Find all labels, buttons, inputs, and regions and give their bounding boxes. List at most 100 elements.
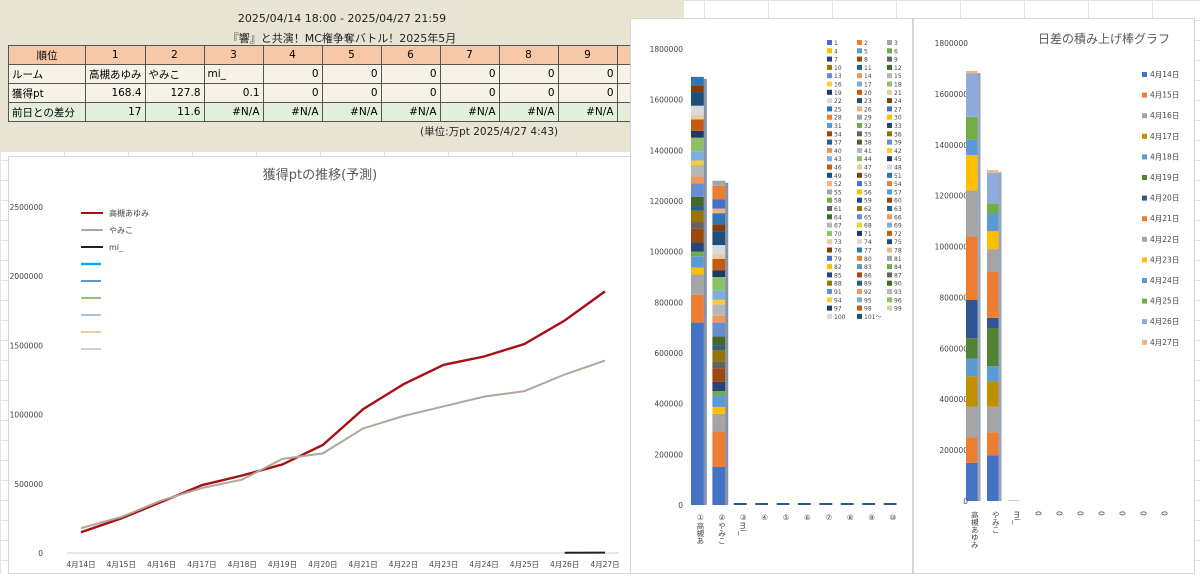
table-cell-points-1[interactable]: 168.4	[86, 84, 146, 103]
bar2-segment-1-9	[987, 231, 999, 249]
table-cell-room-1[interactable]: 高槻あゆみ	[86, 65, 146, 84]
x-tick-label-5: 4月19日	[268, 560, 297, 569]
table-cell-diff-7[interactable]: #N/A	[440, 103, 499, 122]
table-cell-room-4[interactable]: 0	[263, 65, 322, 84]
table-cell-room-7[interactable]: 0	[440, 65, 499, 84]
bar1-legend-swatch-28	[857, 115, 862, 120]
table-cell-points-2[interactable]: 127.8	[145, 84, 204, 103]
table-cell-head-7[interactable]: 7	[440, 46, 499, 65]
bar1-legend-swatch-83	[887, 264, 892, 269]
table-cell-points-6[interactable]: 0	[381, 84, 440, 103]
table-cell-points-7[interactable]: 0	[440, 84, 499, 103]
table-cell-head-2[interactable]: 2	[145, 46, 204, 65]
table-cell-points-5[interactable]: 0	[322, 84, 381, 103]
bar1-legend-swatch-94	[857, 297, 862, 302]
table-cell-room-2[interactable]: やみこ	[145, 65, 204, 84]
y-tick-label-0: 0	[38, 549, 43, 558]
table-cell-head-9[interactable]: 9	[558, 46, 617, 65]
bar1-legend-swatch-90	[827, 289, 832, 294]
bar1-legend-swatch-67	[857, 223, 862, 228]
table-cell-diff-0[interactable]: 前日との差分	[9, 103, 86, 122]
bar1-legend-label-85: 86	[864, 272, 872, 279]
bar1-legend-swatch-55	[857, 189, 862, 194]
table-cell-head-3[interactable]: 3	[204, 46, 263, 65]
table-cell-diff-3[interactable]: #N/A	[204, 103, 263, 122]
bar1-segment-0-4	[691, 256, 704, 267]
y-tick-label-4: 2000000	[10, 272, 44, 281]
event-title: 『響』と共演！MC権争奪バトル！2025年5月	[0, 30, 684, 46]
bar1-legend-label-0: 1	[834, 40, 838, 47]
table-cell-diff-9[interactable]: #N/A	[558, 103, 617, 122]
bar2-segment-1-12	[987, 173, 999, 204]
bar1-segment-1-10	[712, 345, 725, 350]
table-cell-room-3[interactable]: mi_	[204, 65, 263, 84]
bar1-y-tick-2: 400000	[654, 400, 683, 409]
bar1-legend-label-95: 96	[894, 297, 902, 304]
bar1-segment-1-8	[712, 361, 725, 368]
bar1-legend-label-30: 31	[834, 123, 842, 130]
bar1-legend-swatch-21	[827, 98, 832, 103]
bar1-legend-swatch-43	[857, 156, 862, 161]
bar1-bar-8	[862, 503, 875, 505]
table-cell-diff-2[interactable]: 11.6	[145, 103, 204, 122]
bar1-legend-swatch-46	[857, 165, 862, 170]
bar1-legend-label-93: 94	[834, 297, 842, 304]
bar1-legend-label-54: 55	[834, 189, 842, 196]
bar1-legend-label-59: 60	[894, 198, 902, 205]
table-cell-head-0[interactable]: 順位	[9, 46, 86, 65]
bar1-segment-1-28	[712, 181, 725, 186]
table-cell-points-3[interactable]: 0.1	[204, 84, 263, 103]
table-cell-diff-4[interactable]: #N/A	[263, 103, 322, 122]
table-cell-diff-5[interactable]: #N/A	[322, 103, 381, 122]
table-cell-points-0[interactable]: 獲得pt	[9, 84, 86, 103]
bar1-legend-swatch-36	[827, 140, 832, 145]
table-cell-head-4[interactable]: 4	[263, 46, 322, 65]
x-tick-label-7: 4月21日	[348, 560, 377, 569]
table-cell-head-8[interactable]: 8	[499, 46, 558, 65]
bar1-legend-label-31: 32	[864, 123, 872, 130]
x-tick-label-1: 4月15日	[107, 560, 136, 569]
bar2-x-label-9: 0	[1159, 511, 1168, 516]
table-cell-points-4[interactable]: 0	[263, 84, 322, 103]
bar1-legend-label-86: 87	[894, 272, 902, 279]
table-cell-head-5[interactable]: 5	[322, 46, 381, 65]
y-tick-label-1: 500000	[14, 480, 43, 489]
bar1-legend-label-47: 48	[894, 165, 902, 172]
table-cell-points-8[interactable]: 0	[499, 84, 558, 103]
bar1-legend-label-29: 30	[894, 115, 902, 122]
table-cell-room-0[interactable]: ルーム	[9, 65, 86, 84]
bar2-legend-label-7: 4月21日	[1150, 214, 1179, 223]
bar1-legend-label-26: 27	[894, 106, 902, 113]
bar2-y-tick-2: 400000	[939, 395, 968, 404]
bar2-segment-1-2	[987, 407, 999, 432]
x-tick-label-11: 4月25日	[510, 560, 539, 569]
table-cell-head-6[interactable]: 6	[381, 46, 440, 65]
bar2-legend-swatch-11	[1142, 299, 1147, 304]
table-cell-room-8[interactable]: 0	[499, 65, 558, 84]
bar1-legend-swatch-38	[887, 140, 892, 145]
table-cell-diff-6[interactable]: #N/A	[381, 103, 440, 122]
line-chart: 獲得ptの推移(予測)05000001000000150000020000002…	[9, 157, 631, 573]
bar1-legend-label-58: 59	[864, 198, 872, 205]
table-cell-room-9[interactable]: 0	[558, 65, 617, 84]
table-cell-room-6[interactable]: 0	[381, 65, 440, 84]
bar2-legend-label-12: 4月26日	[1150, 317, 1179, 326]
bar2-legend-swatch-9	[1142, 257, 1147, 262]
table-cell-points-9[interactable]: 0	[558, 84, 617, 103]
table-cell-diff-1[interactable]: 17	[86, 103, 146, 122]
table-cell-head-1[interactable]: 1	[86, 46, 146, 65]
bar1-legend-label-12: 13	[834, 73, 842, 80]
table-cell-diff-8[interactable]: #N/A	[499, 103, 558, 122]
bar1-legend-swatch-41	[887, 148, 892, 153]
bar1-legend-label-2: 3	[894, 40, 898, 47]
bar1-segment-1-13	[712, 316, 725, 323]
bar1-legend-swatch-48	[827, 173, 832, 178]
table-cell-room-5[interactable]: 0	[322, 65, 381, 84]
bar1-segment-1-5	[712, 391, 725, 396]
bar2-side-1	[999, 172, 1002, 501]
bar2-segment-1-5	[987, 328, 999, 366]
